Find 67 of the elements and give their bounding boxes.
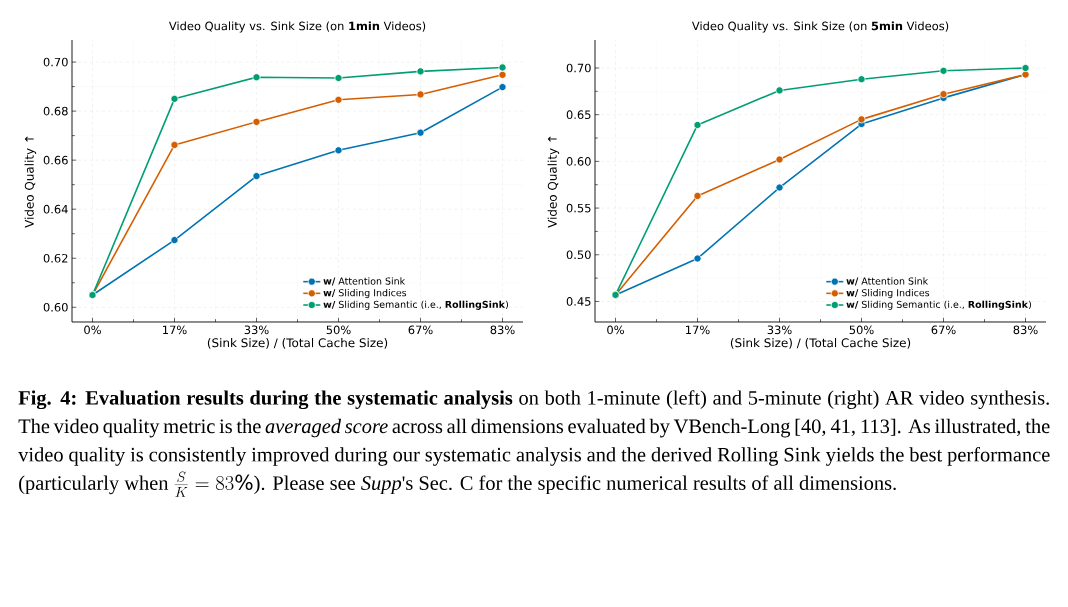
x-tick-label: 33% xyxy=(767,325,792,335)
y-tick-label: 0.70 xyxy=(566,63,591,73)
point xyxy=(775,155,784,164)
x-axis-title: (Sink Size) / (Total Cache Size) xyxy=(207,338,388,349)
point xyxy=(334,74,343,82)
point xyxy=(775,86,784,95)
point xyxy=(334,146,343,155)
point xyxy=(170,236,179,245)
point xyxy=(939,66,948,75)
legend-label: w/ Attention Sink xyxy=(323,277,406,286)
x-tick-label: 67% xyxy=(408,325,433,335)
y-tick-label: 0.65 xyxy=(566,110,591,120)
point xyxy=(693,254,702,263)
y-tick-label: 0.68 xyxy=(43,106,68,116)
point xyxy=(498,63,507,72)
chart-title: Video Quality vs. Sink Size (on 5min Videos) xyxy=(691,21,949,33)
y-tick-label: 0.60 xyxy=(566,157,591,166)
point xyxy=(498,83,507,92)
point xyxy=(252,117,261,126)
y-tick-label: 0.45 xyxy=(566,297,591,306)
y-tick-label: 0.70 xyxy=(43,57,68,67)
point xyxy=(416,90,425,99)
point xyxy=(775,183,784,192)
x-tick-label: 0% xyxy=(607,325,624,335)
y-tick-label: 0.55 xyxy=(566,203,591,213)
point xyxy=(416,128,425,137)
text: (particularly when xyxy=(19,475,169,495)
legend-label: w/ Sliding Indices xyxy=(846,289,930,299)
y-tick-label: 0.64 xyxy=(43,204,68,214)
y-axis-title: Video Quality ↑ xyxy=(547,136,560,228)
x-tick-label: 33% xyxy=(244,325,269,335)
legend-label: w/ Attention Sink xyxy=(846,277,929,286)
point xyxy=(170,94,179,103)
point xyxy=(170,140,179,149)
point xyxy=(857,75,866,84)
x-tick-label: 0% xyxy=(84,325,101,335)
point xyxy=(498,70,507,79)
legend-label: w/ Sliding Semantic (i.e., RollingSink) xyxy=(323,300,508,310)
y-tick-label: 0.66 xyxy=(43,155,68,165)
point xyxy=(334,95,343,104)
legend-label: w/ Sliding Semantic (i.e., RollingSink) xyxy=(846,300,1031,310)
text: ). Please see Supp's Sec. C for the specific numerical results of all dimensions. xyxy=(254,475,896,495)
point xyxy=(857,115,866,124)
point xyxy=(252,172,261,181)
y-tick-label: 0.50 xyxy=(566,250,591,260)
point xyxy=(693,120,702,129)
x-tick-label: 17% xyxy=(686,325,710,335)
chart-title: Video Quality vs. Sink Size (on 1min Videos) xyxy=(168,21,426,33)
point xyxy=(252,73,261,82)
x-axis-title: (Sink Size) / (Total Cache Size) xyxy=(730,338,911,349)
point xyxy=(1021,64,1030,72)
text: Fig. 4: Evaluation results during the systematic analysis on both 1-minute (left) and 5-minute (right) AR video synthesis. xyxy=(18,390,1049,410)
x-tick-label: 50% xyxy=(849,325,874,335)
y-tick-label: 0.62 xyxy=(43,253,68,263)
y-tick-label: 0.60 xyxy=(43,302,68,312)
x-tick-label: 83% xyxy=(1013,325,1038,335)
text: The video quality metric is the averaged score across all dimensions evaluated by VBench-Long [40, 41, 113]. As illustrated, the xyxy=(18,418,1050,438)
text: video quality is consistently improved during our systematic analysis and the derived Rolling Sink yields the best performance xyxy=(18,446,1050,466)
x-tick-label: 67% xyxy=(931,325,956,335)
text: $\frac{S}{K} = 83\%$ xyxy=(174,471,253,497)
point xyxy=(416,67,425,76)
x-tick-label: 83% xyxy=(490,325,515,335)
legend-label: w/ Sliding Indices xyxy=(323,289,407,299)
point xyxy=(693,191,702,200)
x-tick-label: 17% xyxy=(163,325,187,335)
y-axis-title: Video Quality ↑ xyxy=(24,136,37,228)
x-tick-label: 50% xyxy=(326,325,351,335)
